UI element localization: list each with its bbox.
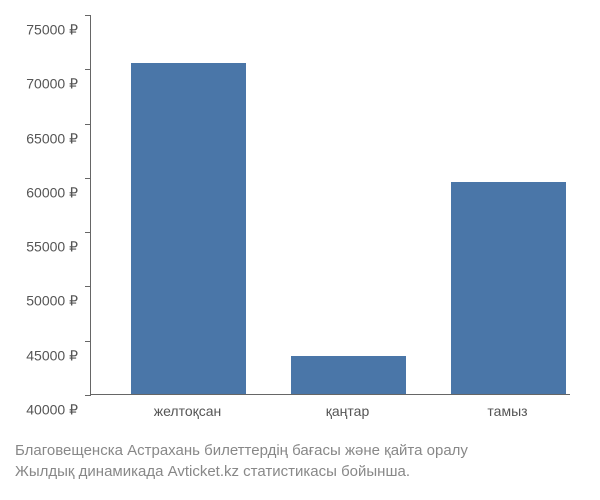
y-tick: [85, 341, 91, 342]
x-axis-label: тамыз: [487, 403, 527, 419]
y-tick: [85, 232, 91, 233]
bar: [131, 63, 246, 394]
y-axis-label: 75000 ₽: [26, 22, 78, 39]
y-tick: [85, 178, 91, 179]
caption-line-1: Благовещенска Астрахань билеттердің баға…: [15, 440, 468, 461]
y-axis-label: 55000 ₽: [26, 239, 78, 256]
y-axis-label: 60000 ₽: [26, 184, 78, 201]
plot-area: [90, 15, 570, 395]
y-tick: [85, 286, 91, 287]
y-axis-label: 45000 ₽: [26, 347, 78, 364]
x-axis-label: қаңтар: [326, 403, 369, 419]
y-tick: [85, 15, 91, 16]
bar: [291, 356, 406, 394]
bar: [451, 182, 566, 394]
y-tick: [85, 124, 91, 125]
caption-line-2: Жылдық динамикада Avticket.kz статистика…: [15, 461, 468, 482]
y-tick: [85, 69, 91, 70]
y-tick: [85, 395, 91, 396]
chart-caption: Благовещенска Астрахань билеттердің баға…: [15, 440, 468, 482]
y-axis-label: 70000 ₽: [26, 76, 78, 93]
chart-container: 40000 ₽45000 ₽50000 ₽55000 ₽60000 ₽65000…: [90, 15, 570, 415]
y-axis-label: 65000 ₽: [26, 130, 78, 147]
x-axis-label: желтоқсан: [154, 403, 222, 419]
y-axis-label: 50000 ₽: [26, 293, 78, 310]
y-axis-label: 40000 ₽: [26, 402, 78, 419]
